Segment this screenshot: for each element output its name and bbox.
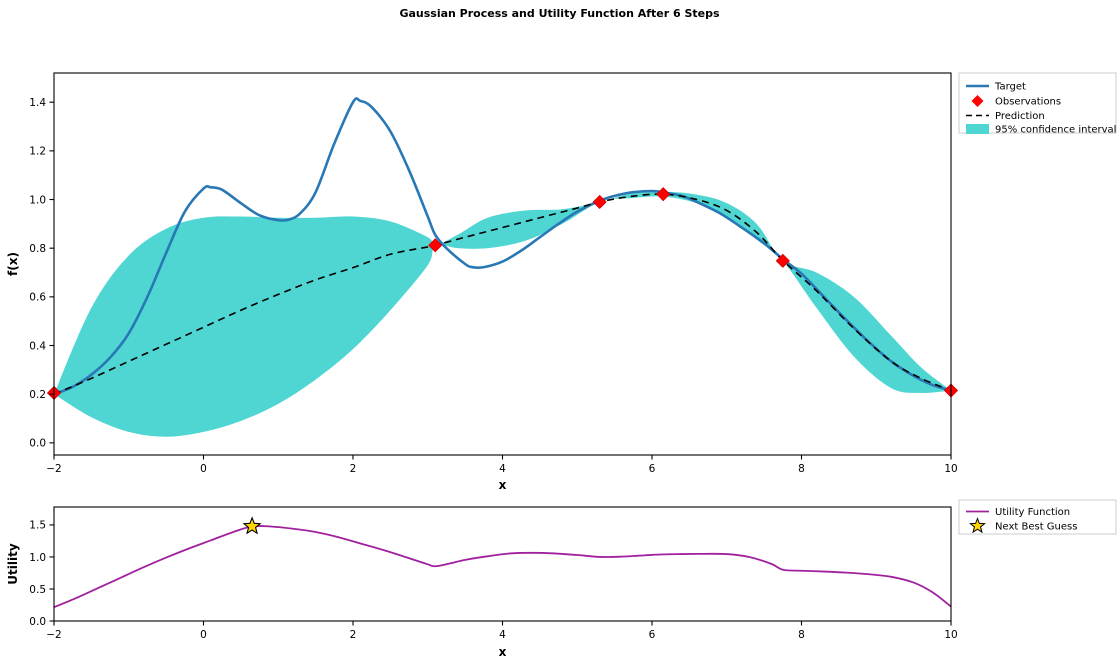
x-tick-label: 4: [499, 629, 506, 641]
observation-point[interactable]: [775, 253, 790, 268]
legend-confidence-swatch: [966, 124, 989, 134]
observation-point[interactable]: [592, 194, 607, 210]
observation-point[interactable]: [656, 187, 671, 202]
x-tick-label: 2: [350, 629, 357, 641]
y-tick-label: 1.0: [29, 552, 46, 564]
y-tick-label: 1.0: [29, 194, 46, 206]
y-tick-label: 1.5: [29, 520, 46, 532]
utility-legend-box: [958, 499, 1117, 535]
legend-label-confidence: 95% confidence interval: [995, 125, 1116, 136]
observation-point[interactable]: [428, 238, 443, 253]
legend-label-next-best-guess: Next Best Guess: [995, 522, 1077, 533]
x-tick-label: 8: [798, 629, 805, 641]
x-tick-label: 10: [944, 629, 957, 641]
x-tick-label: 10: [944, 463, 957, 475]
utility-x-axis-label: x: [499, 645, 507, 659]
utility-plot-frame: [53, 506, 952, 622]
gp-legend-box: [958, 72, 1117, 134]
x-tick-label: 2: [350, 463, 357, 475]
legend-label-target: Target: [994, 82, 1026, 93]
legend-next-best-guess-swatch: [969, 517, 986, 534]
utility-y-axis-label: Utility: [6, 543, 20, 585]
utility-curve: [53, 524, 952, 609]
next-best-guess-star[interactable]: [242, 516, 262, 535]
legend-observations-swatch: [971, 95, 984, 107]
gp-axes: −2 0 2 4 6 8 10 0.0 0.2 0.4 0.6 0.8 1.0 1.2 1.4 x f(x) Ta…: [6, 72, 1117, 492]
x-tick-label: 6: [649, 463, 656, 475]
y-tick-label: 0.2: [29, 389, 46, 401]
x-tick-label: 8: [798, 463, 805, 475]
x-tick-label: −2: [46, 629, 61, 641]
y-tick-label: 0.0: [29, 616, 46, 628]
legend-label-prediction: Prediction: [995, 111, 1045, 122]
y-tick-label: 0.5: [29, 584, 46, 596]
confidence-interval-band: [54, 191, 951, 437]
x-tick-label: 6: [649, 629, 656, 641]
x-tick-label: 4: [499, 463, 506, 475]
legend-label-utility: Utility Function: [995, 507, 1070, 518]
legend-label-observations: Observations: [995, 97, 1061, 108]
y-tick-label: 1.4: [29, 97, 46, 109]
gp-x-axis-label: x: [499, 478, 507, 492]
x-tick-label: 0: [200, 629, 207, 641]
target-curve: [52, 97, 953, 396]
y-tick-label: 0.4: [29, 340, 46, 352]
figure-title: Gaussian Process and Utility Function Af…: [399, 7, 720, 20]
prediction-curve: [53, 193, 952, 395]
x-tick-label: 0: [200, 463, 207, 475]
x-tick-label: −2: [46, 463, 61, 475]
utility-axes: −2 0 2 4 6 8 10 0.0 0.5 1.0 1.5 x Utility Utility Fun…: [6, 499, 1117, 659]
y-tick-label: 0.6: [29, 292, 46, 304]
gp-y-axis-label: f(x): [6, 252, 20, 276]
y-tick-label: 0.0: [29, 438, 46, 450]
y-tick-label: 0.8: [29, 243, 46, 255]
y-tick-label: 1.2: [29, 146, 46, 158]
